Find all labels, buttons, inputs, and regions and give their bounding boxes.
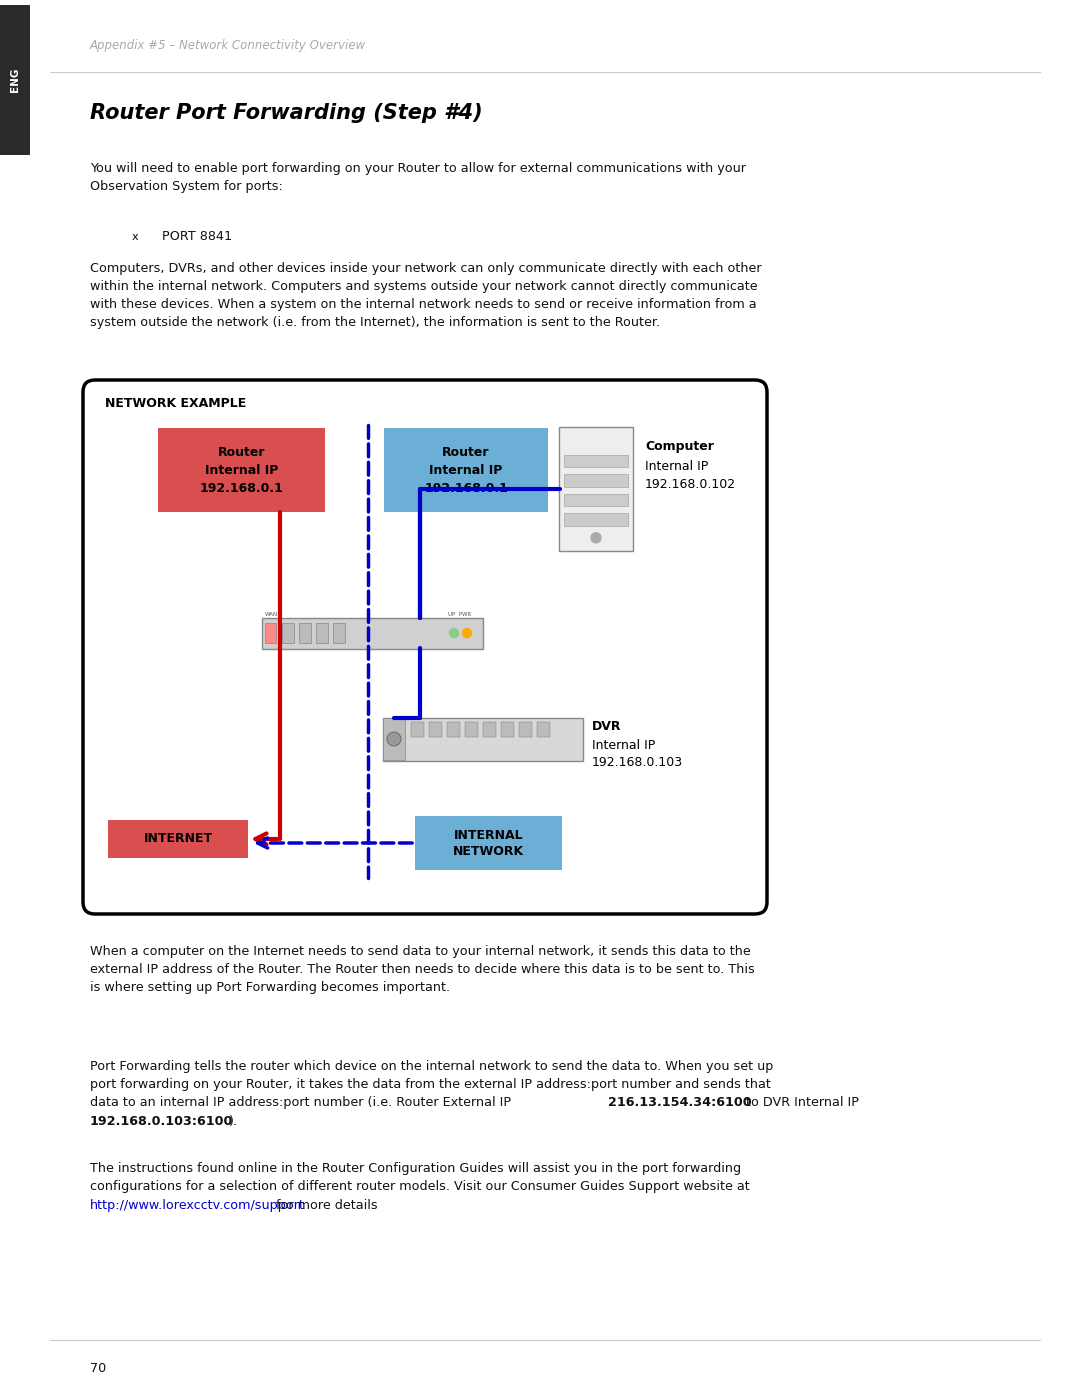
Circle shape bbox=[387, 732, 401, 746]
Bar bbox=[447, 722, 460, 736]
Bar bbox=[316, 623, 328, 643]
Circle shape bbox=[591, 532, 600, 543]
FancyBboxPatch shape bbox=[559, 427, 633, 550]
Text: Router
Internal IP
192.168.0.1: Router Internal IP 192.168.0.1 bbox=[424, 446, 508, 495]
FancyBboxPatch shape bbox=[83, 380, 767, 914]
Text: Router
Internal IP
192.168.0.1: Router Internal IP 192.168.0.1 bbox=[200, 446, 283, 495]
Text: ENG: ENG bbox=[10, 68, 21, 92]
Bar bbox=[383, 718, 405, 760]
Text: Computer: Computer bbox=[645, 440, 714, 453]
Text: INTERNET: INTERNET bbox=[144, 833, 213, 845]
Text: to DVR Internal IP: to DVR Internal IP bbox=[742, 1097, 859, 1109]
Bar bbox=[0, 6, 30, 155]
Circle shape bbox=[462, 629, 472, 637]
Text: PORT 8841: PORT 8841 bbox=[162, 231, 232, 243]
Text: 70: 70 bbox=[90, 1362, 106, 1375]
Text: configurations for a selection of different router models. Visit our Consumer Gu: configurations for a selection of differ… bbox=[90, 1180, 750, 1193]
Text: data to an internal IP address:port number (i.e. Router External IP: data to an internal IP address:port numb… bbox=[90, 1097, 515, 1109]
Bar bbox=[429, 722, 442, 736]
FancyBboxPatch shape bbox=[382, 718, 582, 760]
Circle shape bbox=[449, 629, 459, 637]
Bar bbox=[564, 475, 627, 486]
Text: x: x bbox=[132, 232, 138, 242]
Text: WAN: WAN bbox=[265, 612, 279, 617]
Bar bbox=[411, 722, 424, 736]
Text: UP  PWR: UP PWR bbox=[448, 612, 471, 617]
Text: The instructions found online in the Router Configuration Guides will assist you: The instructions found online in the Rou… bbox=[90, 1162, 741, 1175]
Text: DVR: DVR bbox=[592, 719, 621, 733]
Text: NETWORK EXAMPLE: NETWORK EXAMPLE bbox=[105, 397, 246, 409]
Text: ).: ). bbox=[228, 1115, 237, 1127]
Bar bbox=[483, 722, 496, 736]
FancyBboxPatch shape bbox=[261, 617, 483, 648]
Bar bbox=[519, 722, 532, 736]
Text: Computers, DVRs, and other devices inside your network can only communicate dire: Computers, DVRs, and other devices insid… bbox=[90, 263, 761, 330]
Bar bbox=[265, 623, 276, 643]
Bar bbox=[465, 722, 478, 736]
Text: Internal IP
192.168.0.102: Internal IP 192.168.0.102 bbox=[645, 460, 737, 490]
Bar bbox=[564, 514, 627, 525]
Bar bbox=[501, 722, 514, 736]
Bar bbox=[564, 495, 627, 506]
Text: When a computer on the Internet needs to send data to your internal network, it : When a computer on the Internet needs to… bbox=[90, 944, 755, 995]
Bar bbox=[415, 816, 562, 870]
Bar bbox=[299, 623, 311, 643]
Text: Port Forwarding tells the router which device on the internal network to send th: Port Forwarding tells the router which d… bbox=[90, 1060, 773, 1073]
Bar bbox=[282, 623, 294, 643]
Bar bbox=[333, 623, 345, 643]
Bar bbox=[564, 455, 627, 467]
Bar bbox=[384, 427, 548, 511]
Bar bbox=[158, 427, 325, 511]
Text: 216.13.154.34:6100: 216.13.154.34:6100 bbox=[608, 1097, 752, 1109]
Text: INTERNAL
NETWORK: INTERNAL NETWORK bbox=[453, 828, 524, 858]
Text: http://www.lorexcctv.com/support: http://www.lorexcctv.com/support bbox=[90, 1199, 305, 1213]
Text: Internal IP
192.168.0.103: Internal IP 192.168.0.103 bbox=[592, 739, 684, 770]
Text: You will need to enable port forwarding on your Router to allow for external com: You will need to enable port forwarding … bbox=[90, 162, 746, 193]
Text: for more details: for more details bbox=[272, 1199, 378, 1213]
Bar bbox=[108, 820, 248, 858]
Text: Appendix #5 – Network Connectivity Overview: Appendix #5 – Network Connectivity Overv… bbox=[90, 39, 366, 52]
Text: port forwarding on your Router, it takes the data from the external IP address:p: port forwarding on your Router, it takes… bbox=[90, 1078, 771, 1091]
Text: 192.168.0.103:6100: 192.168.0.103:6100 bbox=[90, 1115, 233, 1127]
Text: Router Port Forwarding (Step #4): Router Port Forwarding (Step #4) bbox=[90, 103, 483, 123]
Bar bbox=[537, 722, 550, 736]
